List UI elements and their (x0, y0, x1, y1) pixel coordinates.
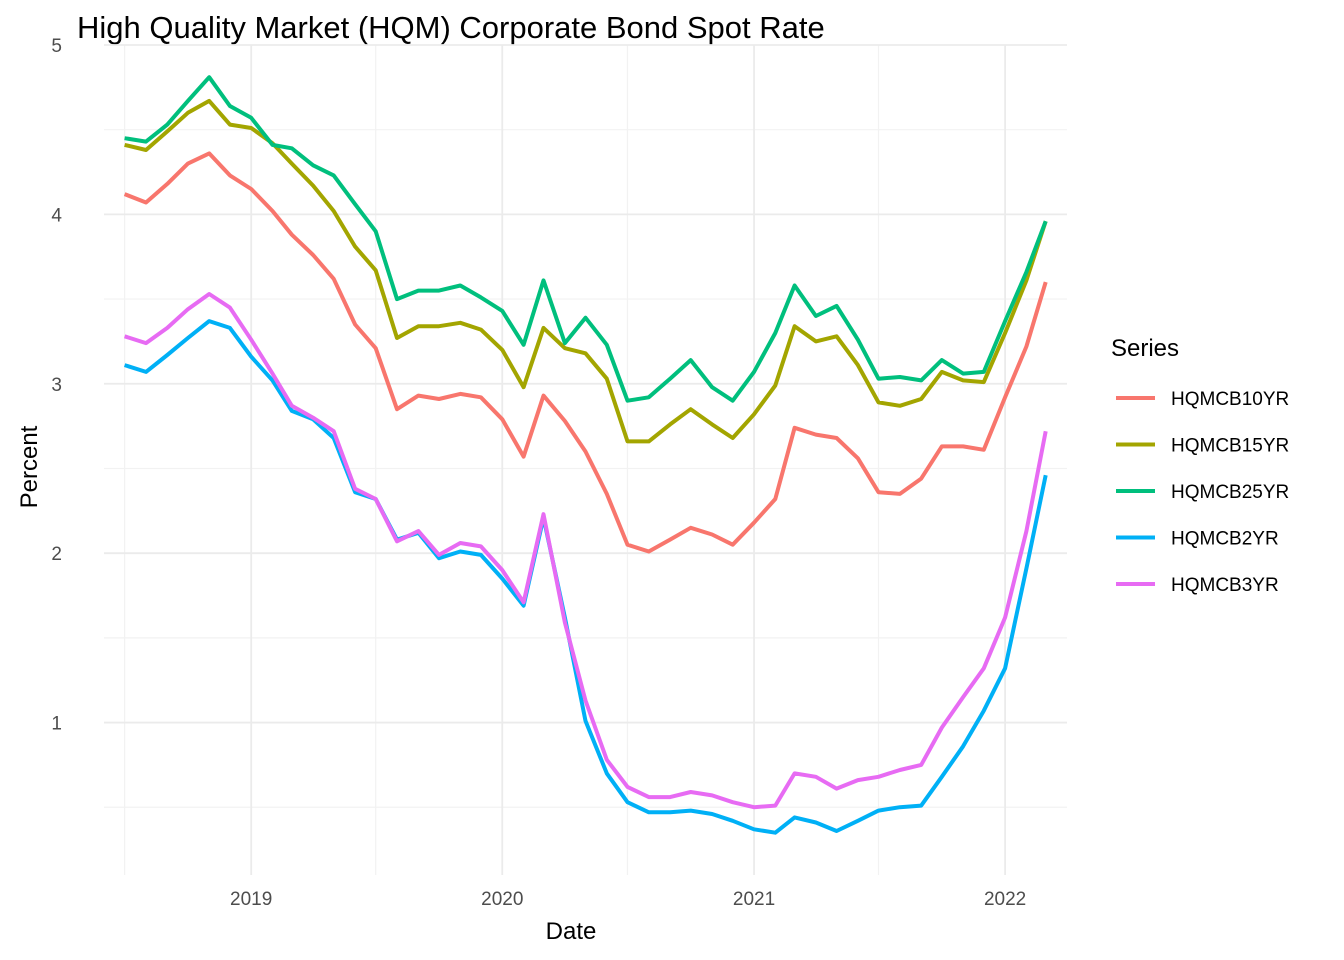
legend-label: HQMCB15YR (1171, 436, 1289, 457)
chart-title: High Quality Market (HQM) Corporate Bond… (77, 10, 825, 45)
y-tick-label: 2 (51, 544, 62, 565)
x-tick-label: 2021 (733, 889, 775, 910)
x-tick-label: 2020 (481, 889, 523, 910)
series-line-hqmcb3yr (123, 292, 1048, 810)
x-tick-label: 2022 (984, 889, 1026, 910)
legend-label: HQMCB25YR (1171, 482, 1289, 503)
series-lines (123, 75, 1048, 835)
tick-labels: 1 2 3 4 5 2019 2020 2021 2022 (51, 36, 1026, 910)
legend-label: HQMCB10YR (1171, 389, 1289, 410)
legend: Series HQMCB10YR HQMCB15YR HQMCB25YR HQMCB2… (1111, 335, 1289, 596)
y-tick-label: 1 (51, 714, 62, 735)
x-axis-title: Date (546, 918, 597, 945)
y-tick-label: 5 (51, 36, 62, 57)
legend-title: Series (1111, 335, 1179, 362)
series-line-hqmcb15yr (124, 98, 1048, 444)
series-line-hqmcb10yr (123, 151, 1048, 554)
legend-label: HQMCB3YR (1171, 575, 1279, 596)
series-line-hqmcb2yr (123, 319, 1048, 835)
grid (104, 44, 1067, 875)
y-tick-label: 4 (51, 205, 62, 226)
series-line-hqmcb25yr (124, 75, 1048, 403)
x-tick-label: 2019 (230, 889, 272, 910)
y-axis-title: Percent (16, 425, 43, 508)
legend-label: HQMCB2YR (1171, 529, 1279, 550)
y-tick-label: 3 (51, 375, 62, 396)
